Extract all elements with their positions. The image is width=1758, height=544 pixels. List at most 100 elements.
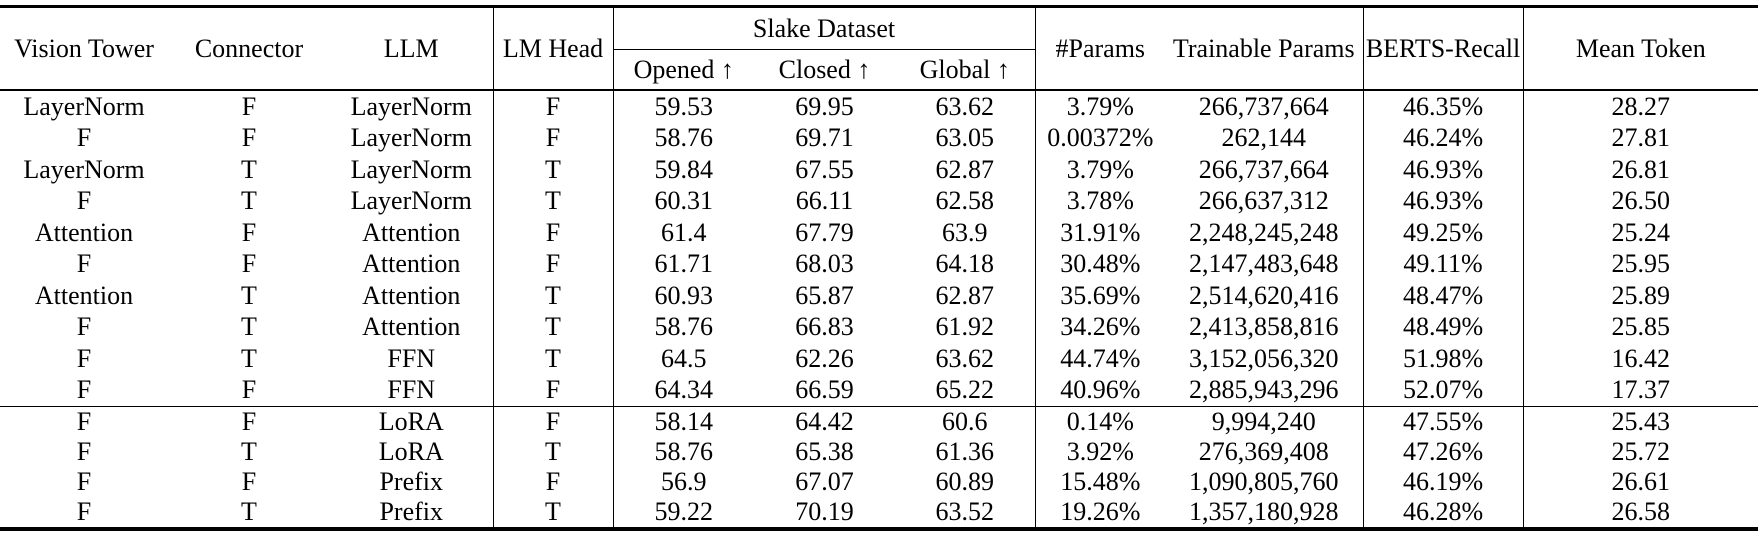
cell-connector: T xyxy=(241,343,257,373)
cell-global: 60.89 xyxy=(935,467,995,496)
cell-lm-head: F xyxy=(492,467,613,497)
cell-params: 0.14% xyxy=(1034,406,1166,437)
cell-opened: 61.4 xyxy=(612,217,754,249)
cell-lm-head: F xyxy=(492,90,613,123)
cell-vision-tower: Attention xyxy=(34,280,134,310)
cell-global: 61.36 xyxy=(935,437,995,466)
cell-trainable-params: 2,885,943,296 xyxy=(1189,375,1339,405)
cell-connector: F xyxy=(241,467,257,496)
cell-llm: Attention xyxy=(362,249,461,279)
cell-vision-tower: LayerNorm xyxy=(23,91,145,121)
cell-global: 62.58 xyxy=(935,186,995,216)
cell-llm: Prefix xyxy=(379,497,444,526)
cell-llm: LoRA xyxy=(378,407,444,436)
table-row: F T Prefix T 59.22 70.19 63.52 19.26% 1,357,180,… xyxy=(0,497,1758,529)
cell-connector: T xyxy=(241,437,257,466)
cell-lm-head: F xyxy=(492,374,613,407)
cell-llm: LayerNorm xyxy=(350,154,472,184)
table-body-group-peft: F F LoRA F 58.14 64.42 60.6 0.14% 9,994,240 47.55… xyxy=(0,406,1758,529)
cell-berts-recall: 46.24% xyxy=(1362,122,1524,154)
cell-params: 0.00372% xyxy=(1034,122,1166,154)
cell-global: 60.6 xyxy=(942,407,988,436)
cell-trainable-params: 1,090,805,760 xyxy=(1189,467,1339,496)
table-row: LayerNorm T LayerNorm T 59.84 67.55 62.87 3.79%… xyxy=(0,154,1758,186)
cell-connector: F xyxy=(241,91,257,121)
cell-vision-tower: F xyxy=(76,343,92,373)
cell-berts-recall: 46.19% xyxy=(1362,467,1524,497)
cell-trainable-params: 2,514,620,416 xyxy=(1189,280,1339,310)
cell-global: 63.62 xyxy=(935,91,995,121)
cell-trainable-params: 262,144 xyxy=(1221,123,1307,153)
table-body-group-full-finetune: LayerNorm F LayerNorm F 59.53 69.95 63.62 3.79%… xyxy=(0,90,1758,407)
table-row: Attention F Attention F 61.4 67.79 63.9 31.91% 2… xyxy=(0,217,1758,249)
col-header-params: #Params xyxy=(1034,6,1166,90)
col-header-llm: LLM xyxy=(383,33,439,63)
cell-llm: Prefix xyxy=(379,467,444,496)
table-row: LayerNorm F LayerNorm F 59.53 69.95 63.62 3.79%… xyxy=(0,90,1758,123)
cell-connector: T xyxy=(241,497,257,526)
cell-opened: 58.76 xyxy=(612,122,754,154)
cell-closed: 66.83 xyxy=(795,312,854,342)
cell-opened: 58.76 xyxy=(612,311,754,343)
cell-vision-tower: F xyxy=(76,407,92,436)
cell-lm-head: F xyxy=(492,217,613,249)
cell-trainable-params: 2,413,858,816 xyxy=(1189,312,1339,342)
cell-params: 30.48% xyxy=(1034,248,1166,280)
cell-vision-tower: F xyxy=(76,437,92,466)
cell-llm: LayerNorm xyxy=(350,91,472,121)
cell-params: 35.69% xyxy=(1034,280,1166,312)
cell-mean-token: 26.50 xyxy=(1522,185,1758,217)
cell-trainable-params: 2,147,483,648 xyxy=(1189,249,1339,279)
cell-params: 44.74% xyxy=(1034,343,1166,375)
cell-params: 3.79% xyxy=(1034,90,1166,123)
cell-mean-token: 16.42 xyxy=(1522,343,1758,375)
cell-connector: T xyxy=(241,186,257,216)
cell-lm-head: T xyxy=(492,497,613,529)
cell-llm: Attention xyxy=(362,280,461,310)
cell-mean-token: 25.89 xyxy=(1522,280,1758,312)
cell-opened: 64.5 xyxy=(612,343,754,375)
cell-closed: 64.42 xyxy=(795,407,854,436)
cell-berts-recall: 46.93% xyxy=(1362,185,1524,217)
ablation-results-table-container: Vision Tower Connector LLM LM Head Slake… xyxy=(0,5,1758,531)
cell-mean-token: 25.72 xyxy=(1522,437,1758,467)
cell-global: 65.22 xyxy=(935,375,995,405)
cell-params: 19.26% xyxy=(1034,497,1166,529)
table-row: F T FFN T 64.5 62.26 63.62 44.74% 3,152,056,320 5… xyxy=(0,343,1758,375)
cell-mean-token: 28.27 xyxy=(1522,90,1758,123)
cell-opened: 59.84 xyxy=(612,154,754,186)
cell-opened: 58.14 xyxy=(612,406,754,437)
cell-params: 3.78% xyxy=(1034,185,1166,217)
cell-mean-token: 25.24 xyxy=(1522,217,1758,249)
cell-global: 62.87 xyxy=(935,154,995,184)
col-header-global: Global ↑ xyxy=(919,54,1010,84)
cell-closed: 66.59 xyxy=(795,375,854,405)
table-row: F T LoRA T 58.76 65.38 61.36 3.92% 276,369,408 47… xyxy=(0,437,1758,467)
cell-berts-recall: 46.93% xyxy=(1362,154,1524,186)
cell-berts-recall: 52.07% xyxy=(1362,374,1524,407)
cell-vision-tower: F xyxy=(76,497,92,526)
cell-berts-recall: 51.98% xyxy=(1362,343,1524,375)
col-header-closed: Closed ↑ xyxy=(778,54,871,84)
table-row: F F LoRA F 58.14 64.42 60.6 0.14% 9,994,240 47.55… xyxy=(0,406,1758,437)
cell-params: 3.92% xyxy=(1034,437,1166,467)
cell-berts-recall: 48.49% xyxy=(1362,311,1524,343)
col-header-connector: Connector xyxy=(194,33,304,63)
table-row: F F Attention F 61.71 68.03 64.18 30.48% 2,147,4… xyxy=(0,248,1758,280)
cell-global: 64.18 xyxy=(935,249,995,279)
cell-llm: LayerNorm xyxy=(350,123,472,153)
table-header: Vision Tower Connector LLM LM Head Slake… xyxy=(0,6,1758,90)
cell-mean-token: 26.58 xyxy=(1522,497,1758,529)
cell-trainable-params: 1,357,180,928 xyxy=(1189,497,1339,526)
cell-closed: 62.26 xyxy=(795,343,854,373)
table-row: F F LayerNorm F 58.76 69.71 63.05 0.00372% 262,1… xyxy=(0,122,1758,154)
cell-opened: 60.93 xyxy=(612,280,754,312)
cell-global: 63.52 xyxy=(935,497,995,526)
cell-connector: T xyxy=(241,154,257,184)
cell-connector: F xyxy=(241,217,257,247)
cell-berts-recall: 49.25% xyxy=(1362,217,1524,249)
cell-connector: F xyxy=(241,407,257,436)
cell-opened: 56.9 xyxy=(612,467,754,497)
cell-params: 40.96% xyxy=(1034,374,1166,407)
cell-llm: Attention xyxy=(362,217,461,247)
